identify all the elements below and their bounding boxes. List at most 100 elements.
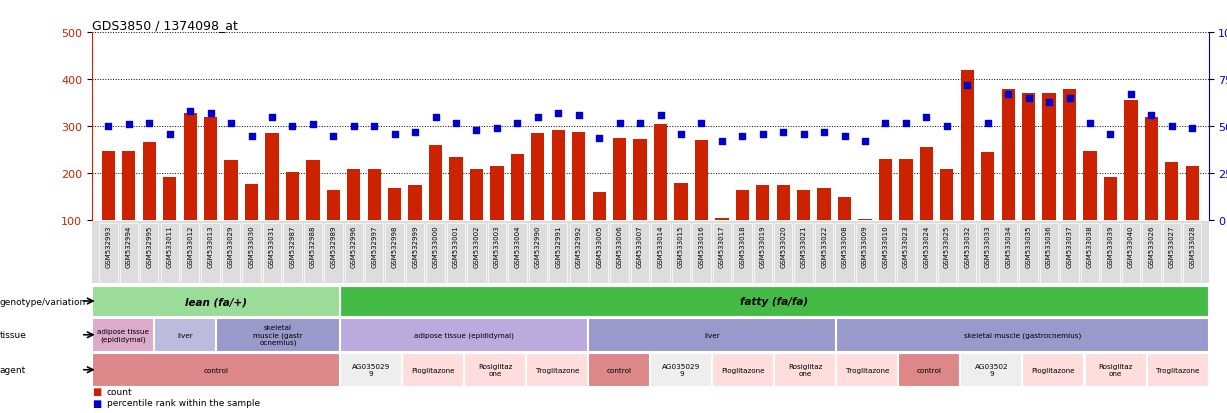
FancyBboxPatch shape <box>402 354 463 386</box>
Text: GSM533001: GSM533001 <box>453 225 459 267</box>
Text: GSM533024: GSM533024 <box>924 225 929 267</box>
Text: agent: agent <box>0 366 26 374</box>
Text: adipose tissue (epididymal): adipose tissue (epididymal) <box>415 332 514 338</box>
FancyBboxPatch shape <box>795 223 812 283</box>
Point <box>794 131 814 138</box>
Text: GSM533008: GSM533008 <box>842 225 848 267</box>
Bar <box>123 152 135 221</box>
FancyBboxPatch shape <box>548 223 567 283</box>
Point <box>447 120 466 126</box>
Bar <box>756 186 769 221</box>
FancyBboxPatch shape <box>876 223 894 283</box>
FancyBboxPatch shape <box>222 223 240 283</box>
Bar <box>1063 90 1076 221</box>
Text: GSM533000: GSM533000 <box>433 225 438 267</box>
Text: Pioglitazone: Pioglitazone <box>411 367 455 373</box>
Point <box>364 123 384 130</box>
Point <box>1080 120 1099 126</box>
FancyBboxPatch shape <box>958 223 977 283</box>
Text: GSM533004: GSM533004 <box>514 225 520 267</box>
Bar <box>694 141 708 221</box>
FancyBboxPatch shape <box>385 223 404 283</box>
Bar <box>245 184 258 221</box>
Point <box>508 120 528 126</box>
Text: GSM533013: GSM533013 <box>207 225 213 267</box>
FancyBboxPatch shape <box>569 223 588 283</box>
Bar <box>368 169 380 221</box>
Bar <box>510 154 524 221</box>
FancyBboxPatch shape <box>216 319 339 351</box>
FancyBboxPatch shape <box>1101 223 1119 283</box>
Text: Troglitazone: Troglitazone <box>1156 367 1199 373</box>
Text: AG035029
9: AG035029 9 <box>352 363 390 376</box>
FancyBboxPatch shape <box>1020 223 1038 283</box>
Text: AG035029
9: AG035029 9 <box>663 363 701 376</box>
FancyBboxPatch shape <box>753 223 772 283</box>
FancyBboxPatch shape <box>406 223 425 283</box>
FancyBboxPatch shape <box>999 223 1017 283</box>
FancyBboxPatch shape <box>140 223 158 283</box>
FancyBboxPatch shape <box>304 223 321 283</box>
FancyBboxPatch shape <box>898 354 960 386</box>
Bar <box>531 134 545 221</box>
Text: control: control <box>204 367 228 373</box>
FancyBboxPatch shape <box>774 354 836 386</box>
Bar <box>982 153 994 221</box>
Text: ■: ■ <box>92 386 102 396</box>
Point <box>650 112 670 119</box>
Text: GDS3850 / 1374098_at: GDS3850 / 1374098_at <box>92 19 238 32</box>
Bar <box>225 161 238 221</box>
FancyBboxPatch shape <box>978 223 996 283</box>
Point <box>733 133 752 140</box>
Point <box>385 131 405 138</box>
Text: GSM533014: GSM533014 <box>658 225 664 267</box>
Text: GSM533002: GSM533002 <box>474 225 480 267</box>
Text: GSM533005: GSM533005 <box>596 225 602 267</box>
Point <box>834 133 854 140</box>
Point <box>917 114 936 121</box>
Text: GSM532988: GSM532988 <box>310 225 315 267</box>
FancyBboxPatch shape <box>340 319 588 351</box>
Text: skeletal muscle (gastrocnemius): skeletal muscle (gastrocnemius) <box>964 332 1081 338</box>
FancyBboxPatch shape <box>1022 354 1083 386</box>
Text: GSM533022: GSM533022 <box>821 225 827 267</box>
Text: GSM532994: GSM532994 <box>126 225 131 267</box>
Text: adipose tissue
(epididymal): adipose tissue (epididymal) <box>97 328 148 342</box>
Point <box>221 120 240 126</box>
Bar <box>940 169 953 221</box>
Text: Rosiglitaz
one: Rosiglitaz one <box>1098 363 1133 376</box>
Bar <box>1022 94 1036 221</box>
FancyBboxPatch shape <box>1142 223 1161 283</box>
Bar <box>326 190 340 221</box>
FancyBboxPatch shape <box>447 223 465 283</box>
FancyBboxPatch shape <box>366 223 383 283</box>
Text: GSM533021: GSM533021 <box>801 225 806 267</box>
Text: GSM533018: GSM533018 <box>740 225 745 267</box>
FancyBboxPatch shape <box>588 319 836 351</box>
Text: GSM532987: GSM532987 <box>290 225 296 267</box>
Text: GSM533011: GSM533011 <box>167 225 173 267</box>
Text: GSM533028: GSM533028 <box>1189 225 1195 267</box>
Text: Troglitazone: Troglitazone <box>845 367 890 373</box>
Bar <box>798 190 810 221</box>
Bar <box>675 183 687 221</box>
Text: GSM533006: GSM533006 <box>617 225 622 267</box>
FancyBboxPatch shape <box>340 286 1207 316</box>
FancyBboxPatch shape <box>961 354 1021 386</box>
FancyBboxPatch shape <box>855 223 874 283</box>
Bar <box>470 169 483 221</box>
FancyBboxPatch shape <box>488 223 506 283</box>
Bar <box>204 118 217 221</box>
Bar <box>102 152 115 221</box>
Text: AG03502
9: AG03502 9 <box>974 363 1009 376</box>
Text: GSM533036: GSM533036 <box>1047 225 1052 267</box>
Bar <box>961 71 974 221</box>
FancyBboxPatch shape <box>467 223 486 283</box>
FancyBboxPatch shape <box>508 223 526 283</box>
Text: percentile rank within the sample: percentile rank within the sample <box>107 398 260 407</box>
Point <box>487 126 507 132</box>
Text: GSM532991: GSM532991 <box>556 225 561 267</box>
Point <box>1141 112 1161 119</box>
Bar <box>633 140 647 221</box>
Point <box>1101 131 1120 138</box>
